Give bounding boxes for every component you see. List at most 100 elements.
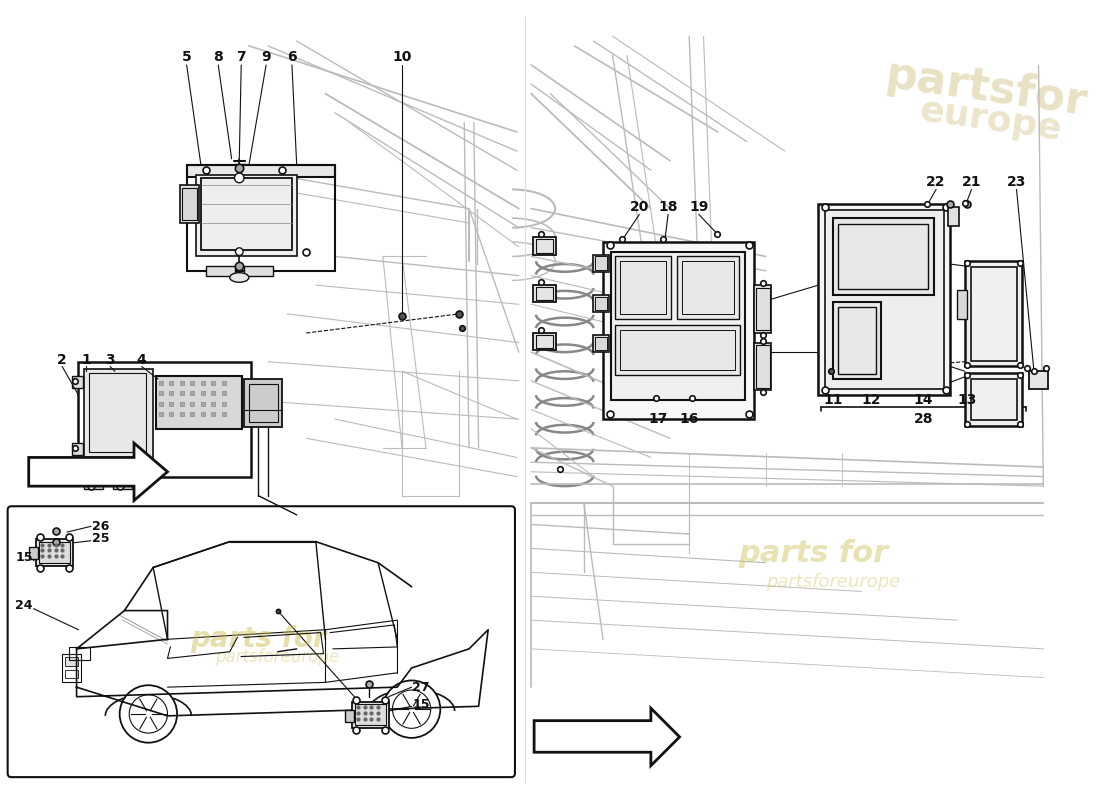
Bar: [65, 657, 78, 666]
Bar: [352, 702, 388, 728]
Text: 7: 7: [236, 50, 246, 64]
Bar: [344, 710, 354, 722]
Bar: [206, 266, 234, 275]
Bar: [534, 285, 557, 302]
Bar: [536, 239, 553, 253]
Bar: [244, 379, 283, 427]
Bar: [85, 370, 153, 460]
Bar: [833, 218, 934, 294]
Text: partsfor: partsfor: [882, 54, 1090, 124]
Text: 16: 16: [680, 412, 698, 426]
Bar: [620, 330, 735, 370]
Bar: [610, 252, 745, 400]
Text: 15: 15: [412, 698, 430, 711]
Bar: [595, 337, 607, 350]
Text: parts for: parts for: [190, 626, 327, 654]
Text: 18: 18: [659, 200, 678, 214]
Bar: [595, 297, 607, 310]
Bar: [89, 373, 146, 452]
Bar: [594, 335, 608, 352]
Text: 6: 6: [287, 50, 297, 64]
Text: 26: 26: [91, 520, 109, 533]
Bar: [833, 302, 881, 379]
Text: 14: 14: [914, 393, 934, 407]
Bar: [825, 210, 944, 389]
Bar: [534, 238, 557, 254]
Bar: [603, 242, 755, 419]
Bar: [201, 178, 292, 250]
Bar: [534, 333, 557, 350]
Bar: [29, 547, 38, 559]
Text: 22: 22: [926, 174, 946, 189]
Bar: [65, 670, 78, 678]
Bar: [756, 346, 770, 387]
Bar: [755, 342, 771, 390]
Bar: [616, 326, 740, 375]
Text: 20: 20: [629, 200, 649, 214]
Bar: [156, 376, 242, 429]
Text: 28: 28: [914, 412, 934, 426]
Text: europe: europe: [917, 94, 1064, 147]
Bar: [249, 384, 277, 422]
Text: 5: 5: [182, 50, 191, 64]
Bar: [616, 257, 671, 318]
Bar: [682, 262, 734, 314]
FancyBboxPatch shape: [8, 506, 515, 777]
Bar: [965, 262, 1022, 366]
Bar: [78, 362, 251, 477]
Text: 9: 9: [262, 50, 271, 64]
Bar: [1028, 371, 1048, 389]
Bar: [244, 266, 273, 275]
Bar: [536, 335, 553, 348]
Polygon shape: [29, 443, 167, 501]
Text: 1: 1: [81, 353, 91, 366]
Bar: [594, 294, 608, 312]
Bar: [676, 257, 739, 318]
Text: 23: 23: [1006, 174, 1026, 189]
Polygon shape: [535, 708, 680, 766]
Bar: [536, 287, 553, 301]
Bar: [947, 206, 959, 226]
Text: 4: 4: [136, 353, 146, 366]
Bar: [837, 307, 876, 374]
Bar: [187, 166, 336, 270]
Bar: [355, 704, 386, 726]
Bar: [957, 290, 967, 318]
Bar: [72, 376, 84, 387]
Bar: [72, 443, 84, 454]
Bar: [69, 647, 90, 660]
Circle shape: [234, 173, 244, 182]
Bar: [63, 654, 81, 682]
Text: parts for: parts for: [738, 538, 889, 568]
Bar: [755, 285, 771, 333]
Text: 25: 25: [91, 532, 109, 546]
Text: 3: 3: [106, 353, 114, 366]
Bar: [182, 187, 197, 220]
Bar: [187, 166, 336, 177]
Text: 19: 19: [689, 200, 708, 214]
Bar: [180, 185, 199, 223]
Bar: [965, 373, 1022, 426]
Text: 12: 12: [861, 393, 881, 407]
Text: 10: 10: [393, 50, 411, 64]
Bar: [756, 288, 770, 330]
Text: 2: 2: [57, 353, 67, 366]
Ellipse shape: [230, 273, 249, 282]
Bar: [818, 204, 950, 395]
Bar: [196, 175, 297, 257]
Circle shape: [235, 248, 243, 255]
Text: 15: 15: [15, 551, 33, 565]
Circle shape: [383, 681, 440, 738]
Text: 24: 24: [15, 599, 33, 612]
Text: 8: 8: [213, 50, 223, 64]
Bar: [838, 224, 928, 289]
Text: 11: 11: [823, 393, 843, 407]
Bar: [85, 474, 103, 489]
Text: 21: 21: [961, 174, 981, 189]
Text: 27: 27: [412, 681, 430, 694]
Bar: [594, 254, 608, 272]
Bar: [970, 267, 1016, 361]
Text: partsforeurope: partsforeurope: [216, 647, 340, 666]
Bar: [620, 262, 667, 314]
Bar: [36, 538, 73, 566]
